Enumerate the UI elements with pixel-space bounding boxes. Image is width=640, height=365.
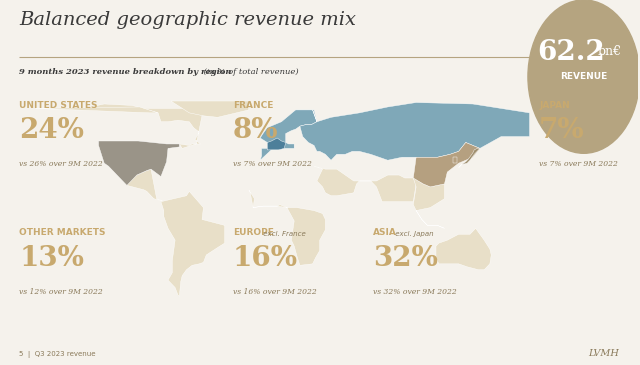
Polygon shape bbox=[171, 101, 249, 117]
Text: vs 16% over 9M 2022: vs 16% over 9M 2022 bbox=[233, 288, 317, 296]
Text: excl. France: excl. France bbox=[261, 231, 306, 237]
Text: vs 26% over 9M 2022: vs 26% over 9M 2022 bbox=[19, 160, 103, 168]
Text: ASIA: ASIA bbox=[373, 228, 397, 237]
Text: vs 7% over 9M 2022: vs 7% over 9M 2022 bbox=[233, 160, 312, 168]
Text: OTHER MARKETS: OTHER MARKETS bbox=[19, 228, 106, 237]
Text: 7%: 7% bbox=[539, 117, 585, 144]
Text: excl. Japan: excl. Japan bbox=[393, 231, 434, 237]
Polygon shape bbox=[36, 104, 204, 149]
Polygon shape bbox=[360, 175, 416, 202]
Polygon shape bbox=[300, 103, 529, 160]
Polygon shape bbox=[453, 157, 457, 163]
Text: 62.2: 62.2 bbox=[537, 39, 605, 66]
Text: LVMH: LVMH bbox=[588, 349, 619, 358]
Polygon shape bbox=[36, 107, 158, 113]
Polygon shape bbox=[268, 138, 285, 150]
Text: 9 months 2023 revenue breakdown by region: 9 months 2023 revenue breakdown by regio… bbox=[19, 68, 232, 76]
Text: vs 7% over 9M 2022: vs 7% over 9M 2022 bbox=[539, 160, 618, 168]
Text: 24%: 24% bbox=[19, 117, 84, 144]
Polygon shape bbox=[161, 191, 225, 296]
Text: 8%: 8% bbox=[233, 117, 278, 144]
Text: 16%: 16% bbox=[233, 245, 298, 272]
Text: Balanced geographic revenue mix: Balanced geographic revenue mix bbox=[19, 11, 356, 29]
Text: FRANCE: FRANCE bbox=[233, 100, 273, 110]
Text: vs 32% over 9M 2022: vs 32% over 9M 2022 bbox=[373, 288, 457, 296]
Text: EUROPE: EUROPE bbox=[233, 228, 274, 237]
Polygon shape bbox=[249, 190, 325, 265]
Polygon shape bbox=[260, 110, 317, 160]
Text: 13%: 13% bbox=[19, 245, 84, 272]
Text: REVENUE: REVENUE bbox=[560, 72, 607, 81]
Text: bn€: bn€ bbox=[598, 45, 622, 58]
Polygon shape bbox=[108, 166, 165, 202]
Text: 5  |  Q3 2023 revenue: 5 | Q3 2023 revenue bbox=[19, 351, 95, 358]
Polygon shape bbox=[413, 178, 444, 228]
Text: JAPAN: JAPAN bbox=[539, 100, 570, 110]
Polygon shape bbox=[436, 228, 492, 270]
Polygon shape bbox=[314, 166, 360, 196]
Polygon shape bbox=[413, 142, 480, 187]
Polygon shape bbox=[459, 149, 480, 168]
Ellipse shape bbox=[528, 0, 639, 153]
Text: UNITED STATES: UNITED STATES bbox=[19, 100, 98, 110]
Polygon shape bbox=[99, 141, 179, 185]
Text: vs 12% over 9M 2022: vs 12% over 9M 2022 bbox=[19, 288, 103, 296]
Text: (in % of total revenue): (in % of total revenue) bbox=[201, 68, 299, 76]
Text: 32%: 32% bbox=[373, 245, 438, 272]
